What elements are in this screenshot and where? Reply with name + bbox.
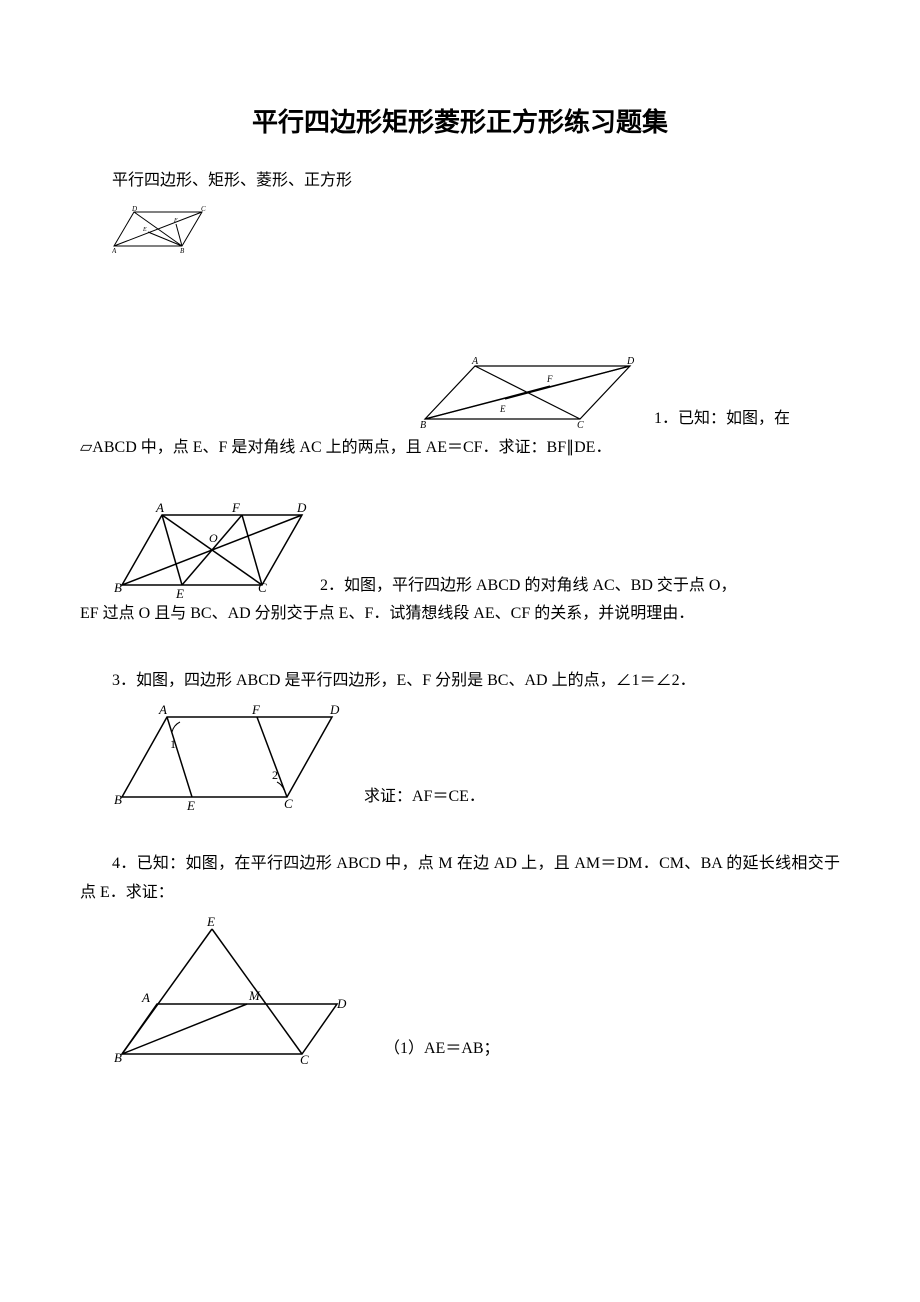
problem-3-figure: A F D B E C 1 2: [112, 702, 342, 812]
svg-text:F: F: [173, 218, 178, 224]
svg-text:F: F: [251, 702, 261, 717]
svg-text:E: E: [175, 586, 184, 600]
svg-text:E: E: [142, 227, 147, 233]
svg-text:B: B: [180, 247, 185, 254]
svg-text:E: E: [206, 914, 215, 929]
problem-2-body: EF 过点 O 且与 BC、AD 分别交于点 E、F．试猜想线段 AE、CF 的…: [80, 600, 840, 629]
svg-text:E: E: [186, 798, 195, 812]
problem-1-lead: 1．已知：如图，在: [654, 405, 790, 434]
svg-text:D: D: [329, 702, 340, 717]
svg-text:F: F: [231, 500, 241, 515]
problem-3-text: 3．如图，四边形 ABCD 是平行四边形，E、F 分别是 BC、AD 上的点，∠…: [80, 667, 840, 696]
svg-text:E: E: [499, 404, 506, 414]
problem-1-body: ▱ABCD 中，点 E、F 是对角线 AC 上的两点，且 AE＝CF．求证：BF…: [80, 434, 840, 463]
problem-3-prove: 求证：AF＝CE．: [364, 783, 485, 812]
svg-text:M: M: [248, 988, 261, 1003]
problem-2: A F D B E C O 2．如图，平行四边形 ABCD 的对角线 AC、BD…: [80, 500, 840, 629]
svg-text:D: D: [296, 500, 307, 515]
svg-text:A: A: [141, 990, 150, 1005]
svg-text:C: C: [284, 796, 293, 811]
problem-4: 4．已知：如图，在平行四边形 ABCD 中，点 M 在边 AD 上，且 AM＝D…: [80, 850, 840, 1064]
document-title: 平行四边形矩形菱形正方形练习题集: [80, 100, 840, 147]
svg-text:O: O: [209, 531, 218, 545]
svg-text:D: D: [131, 205, 137, 213]
svg-text:D: D: [336, 996, 347, 1011]
problem-4-figure: E A M D B C: [112, 914, 352, 1064]
svg-text:1: 1: [170, 737, 176, 751]
svg-text:C: C: [577, 420, 584, 431]
problem-2-lead: 2．如图，平行四边形 ABCD 的对角线 AC、BD 交于点 O，: [320, 572, 736, 601]
problem-1-figure: A D B C E F: [420, 354, 640, 434]
svg-text:B: B: [420, 420, 426, 431]
svg-text:B: B: [114, 1050, 122, 1064]
problem-4-conclude: （1）AE＝AB；: [384, 1035, 500, 1064]
svg-text:D: D: [626, 356, 635, 367]
problem-1: A D B C E F 1．已知：如图，在 ▱ABCD 中，点 E、F 是对角线…: [80, 354, 840, 463]
svg-text:C: C: [201, 205, 206, 213]
problem-4-text: 4．已知：如图，在平行四边形 ABCD 中，点 M 在边 AD 上，且 AM＝D…: [80, 850, 840, 908]
document-subtitle: 平行四边形、矩形、菱形、正方形: [80, 167, 840, 196]
svg-text:2: 2: [272, 768, 278, 782]
problem-3: 3．如图，四边形 ABCD 是平行四边形，E、F 分别是 BC、AD 上的点，∠…: [80, 667, 840, 812]
problem-2-figure: A F D B E C O: [112, 500, 312, 600]
svg-text:C: C: [300, 1052, 309, 1064]
intro-parallelogram-svg: D C A B E F: [112, 204, 212, 254]
svg-text:A: A: [112, 247, 117, 254]
figure-intro: D C A B E F: [112, 204, 840, 254]
svg-text:B: B: [114, 580, 122, 595]
svg-text:A: A: [471, 356, 479, 367]
svg-text:A: A: [158, 702, 167, 717]
svg-text:A: A: [155, 500, 164, 515]
svg-text:B: B: [114, 792, 122, 807]
svg-text:F: F: [546, 374, 553, 384]
svg-text:C: C: [258, 580, 267, 595]
